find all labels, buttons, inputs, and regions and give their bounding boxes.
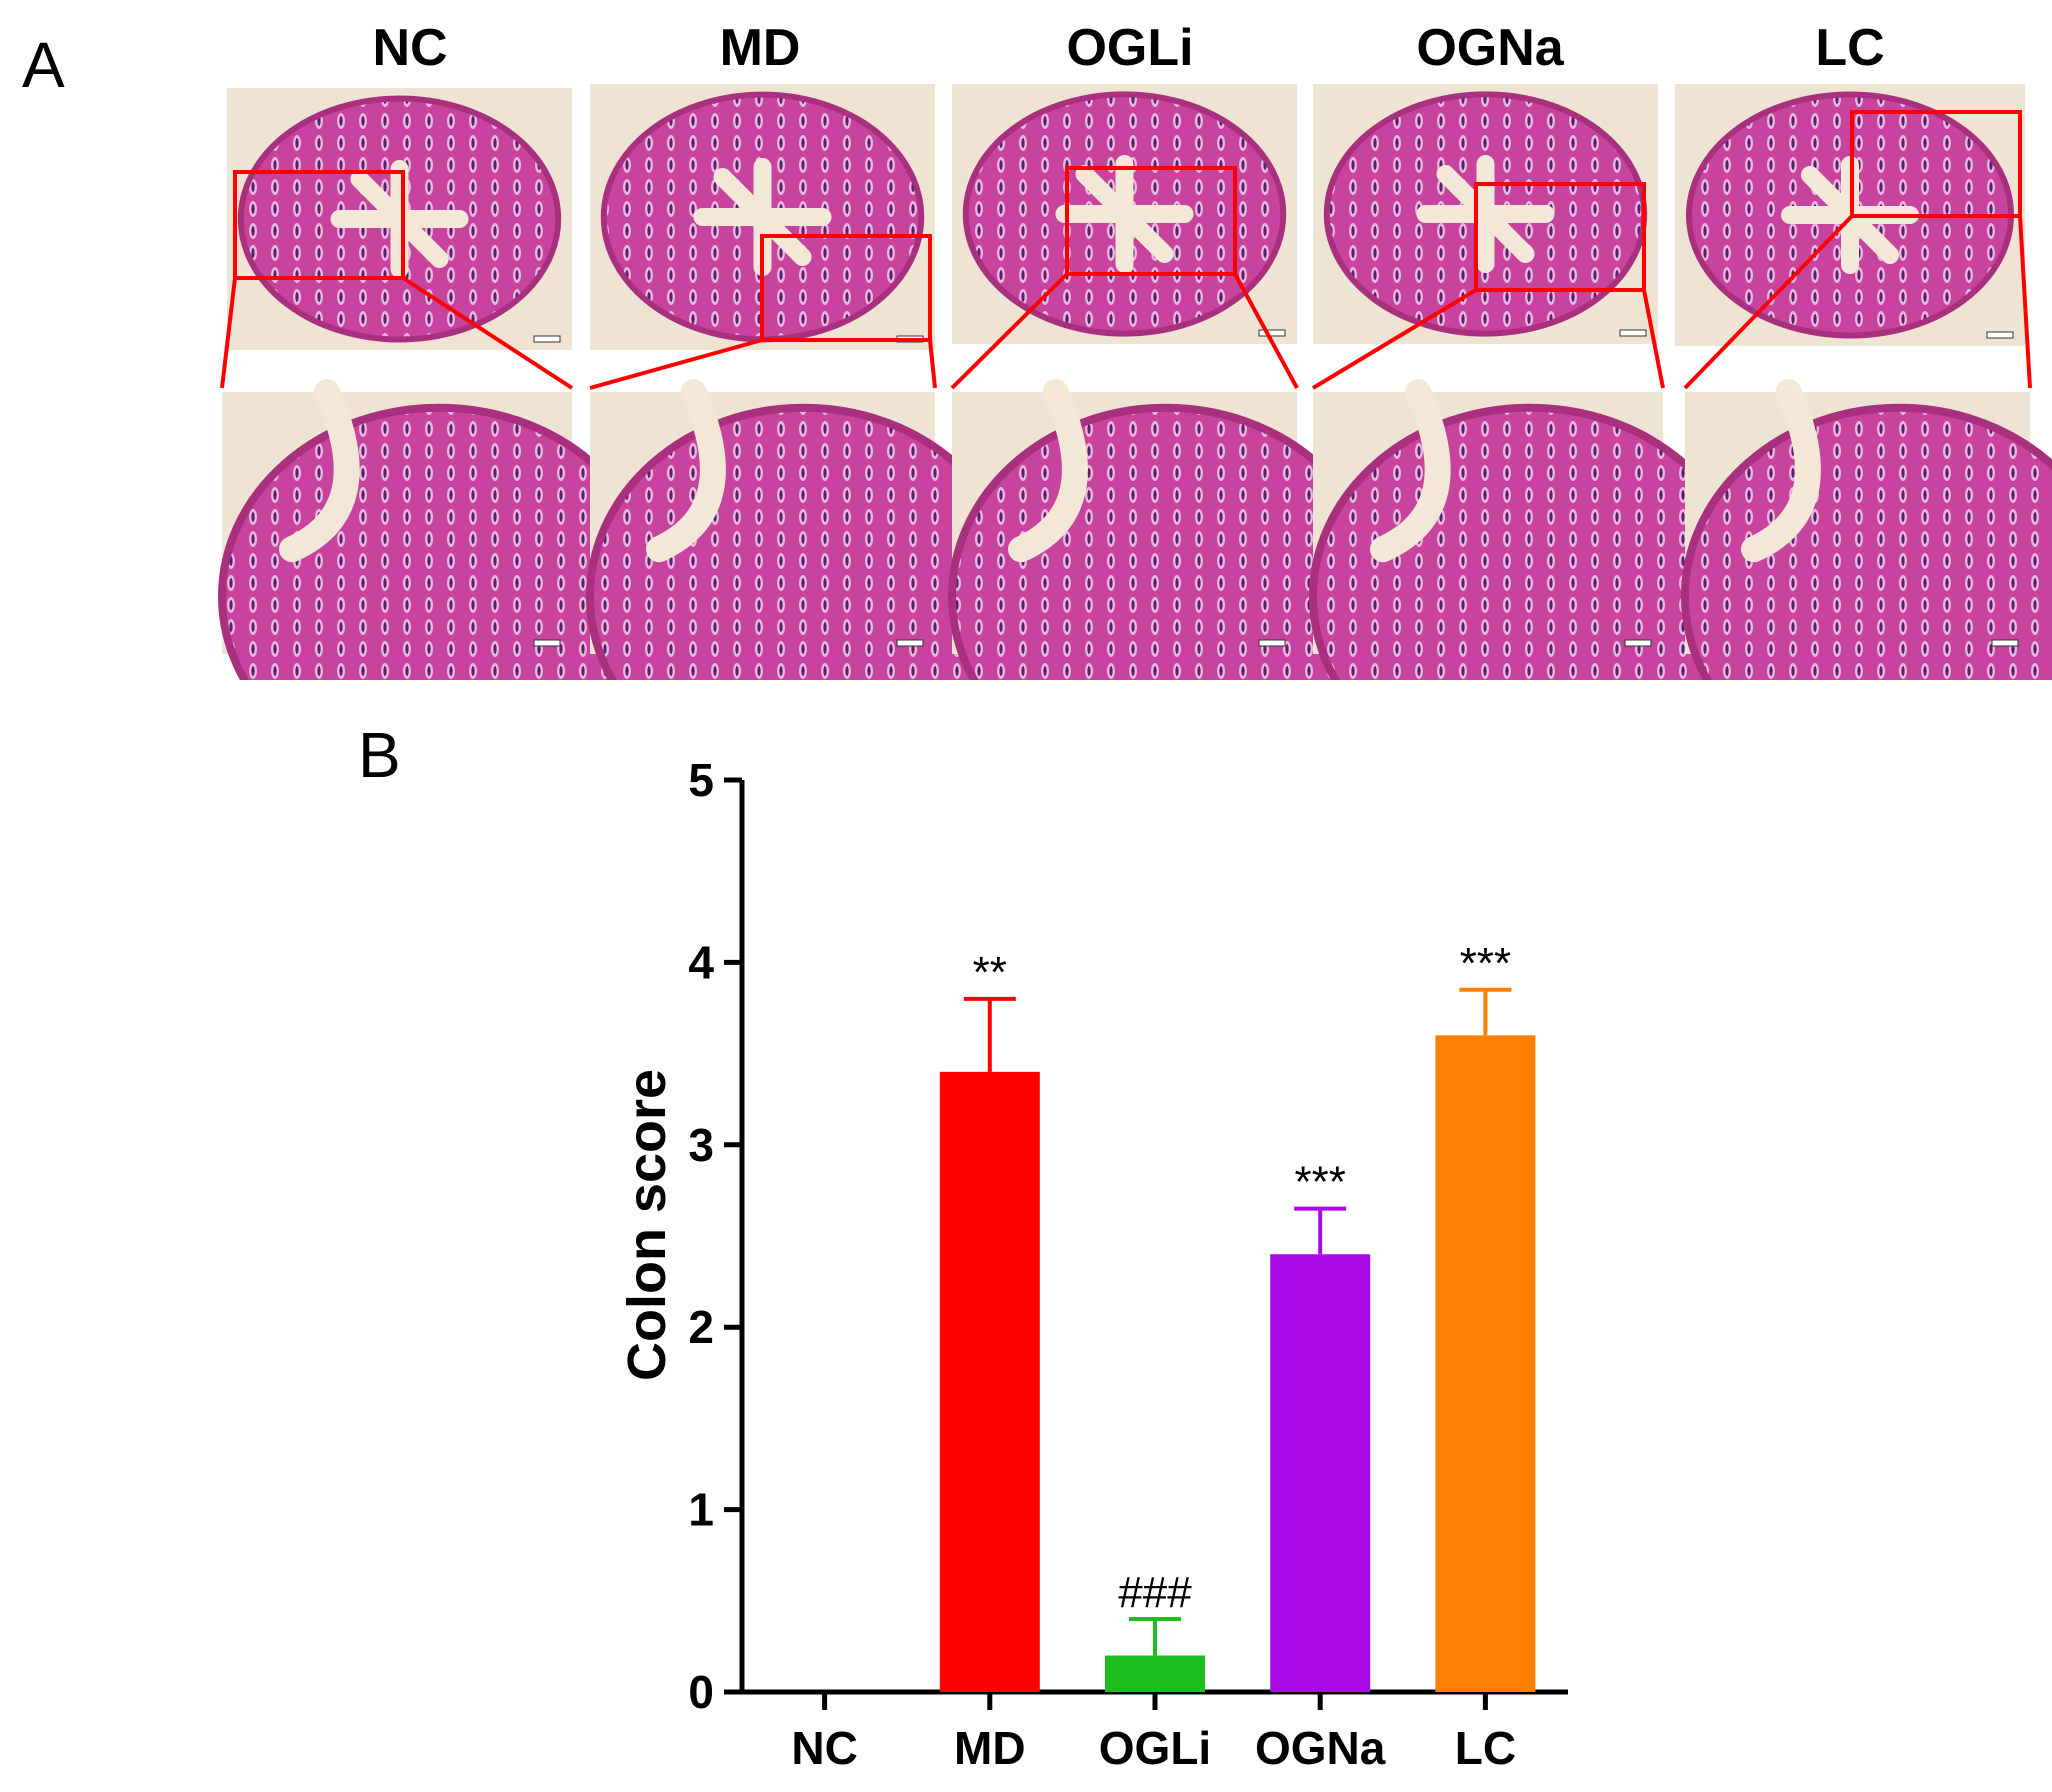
- group-label-ogna: OGNa: [1416, 19, 1564, 77]
- group-label-ogli: OGLi: [1066, 19, 1194, 77]
- x-tick-label-lc: LC: [1455, 1722, 1516, 1774]
- y-tick-label: 4: [688, 936, 714, 988]
- bar-ogli: [1105, 1655, 1205, 1692]
- x-tick-label-nc: NC: [791, 1722, 857, 1774]
- bar-md: [939, 1071, 1040, 1692]
- zoom-box-md: [760, 234, 932, 342]
- zoom-line-left: [1683, 214, 1854, 390]
- zoom-image-md: [586, 379, 1022, 680]
- x-tick-label-ogna: OGNa: [1255, 1722, 1386, 1774]
- zoom-image-nc: [218, 379, 660, 680]
- zoom-box-lc: [1850, 110, 2022, 218]
- zoom-line-right: [928, 339, 937, 389]
- y-axis-label: Colon score: [617, 1069, 677, 1381]
- error-bar-md: [963, 996, 1016, 1072]
- overview-image-nc: [227, 88, 572, 350]
- zoom-line-left: [950, 272, 1069, 390]
- significance-label-ogli: ###: [1118, 1568, 1192, 1617]
- y-tick-label: 2: [688, 1301, 714, 1353]
- error-bar-lc: [1459, 987, 1512, 1036]
- group-label-lc: LC: [1815, 19, 1885, 77]
- x-tick-label-ogli: OGLi: [1099, 1722, 1211, 1774]
- bar-lc: [1435, 1035, 1536, 1692]
- zoom-line-right: [2018, 215, 2032, 389]
- y-tick-label: 5: [688, 754, 714, 806]
- y-tick-label: 3: [688, 1119, 714, 1171]
- zoom-line-right: [1233, 273, 1299, 389]
- significance-label-lc: ***: [1460, 939, 1511, 988]
- panel-a-letter: A: [22, 29, 65, 101]
- error-bar-ogli: [1129, 1617, 1181, 1656]
- zoom-image-ogna: [1309, 379, 1751, 680]
- zoom-line-left: [220, 277, 237, 389]
- zoom-line-left: [1311, 288, 1478, 390]
- panel-b-letter: B: [358, 719, 401, 791]
- zoom-line-right: [401, 276, 574, 390]
- significance-label-ogna: ***: [1295, 1158, 1346, 1207]
- zoom-image-ogli: [948, 379, 1384, 680]
- zoom-box-ogna: [1474, 182, 1646, 292]
- x-tick-label-md: MD: [954, 1722, 1026, 1774]
- group-label-md: MD: [719, 19, 801, 77]
- zoom-image-lc: [1681, 379, 2052, 680]
- significance-label-md: **: [973, 948, 1007, 997]
- zoom-box-nc: [233, 170, 405, 280]
- zoom-line-right: [1642, 289, 1665, 389]
- zoom-line-left: [589, 338, 763, 390]
- y-tick-label: 0: [688, 1666, 714, 1718]
- group-label-nc: NC: [372, 19, 448, 77]
- histology-image-grid: [218, 84, 2052, 680]
- bar-ogna: [1270, 1254, 1371, 1692]
- error-bar-ogna: [1294, 1206, 1347, 1255]
- zoom-box-ogli: [1065, 166, 1237, 276]
- y-tick-label: 1: [688, 1484, 714, 1536]
- overview-image-ogna: [1313, 84, 1658, 344]
